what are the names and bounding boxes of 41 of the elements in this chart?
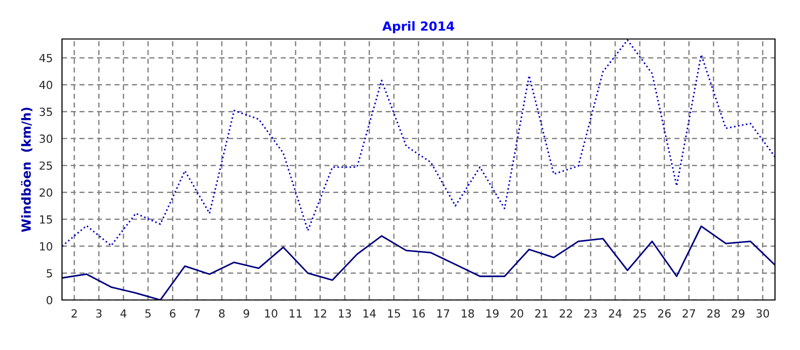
x-tick-label: 18 [462, 309, 474, 318]
x-tick-label: 15 [388, 309, 400, 318]
y-tick-label: 35 [40, 108, 52, 116]
x-tick-label: 3 [96, 309, 102, 318]
x-tick-label: 19 [486, 309, 499, 318]
y-tick-label: 10 [40, 242, 52, 251]
x-tick-label: 7 [194, 309, 200, 318]
x-tick-label: 12 [314, 309, 326, 318]
y-tick-label: 20 [40, 188, 52, 197]
x-tick-label: 24 [608, 309, 622, 318]
x-tick-label: 30 [756, 309, 770, 318]
x-tick-label: 8 [219, 309, 225, 318]
y-tick-label: 0 [46, 296, 52, 304]
y-tick-label: 5 [46, 269, 52, 278]
x-tick-label: 25 [634, 309, 646, 318]
x-tick-label: 14 [363, 309, 376, 318]
y-tick-label: 25 [40, 161, 52, 170]
x-tick-label: 9 [244, 309, 250, 318]
x-tick-label: 27 [682, 309, 696, 318]
x-tick-label: 2 [72, 309, 77, 318]
chart-title: April 2014 [382, 21, 454, 34]
x-tick-label: 6 [170, 309, 176, 318]
x-tick-label: 20 [510, 309, 524, 318]
x-tick-label: 13 [338, 309, 351, 318]
y-tick-label: 40 [39, 80, 52, 90]
x-tick-label: 5 [145, 309, 151, 318]
x-tick-label: 16 [412, 309, 425, 318]
y-tick-label: 30 [40, 134, 52, 143]
x-tick-label: 17 [437, 309, 450, 318]
x-tick-label: 10 [265, 309, 278, 318]
x-tick-label: 26 [658, 309, 671, 318]
x-tick-label: 23 [584, 309, 597, 318]
y-tick-label: 45 [39, 54, 52, 62]
x-tick-label: 4 [120, 309, 126, 318]
x-tick-label: 11 [290, 309, 302, 318]
y-tick-label: 15 [40, 215, 52, 224]
x-tick-label: 29 [732, 309, 744, 318]
x-tick-label: 28 [707, 309, 720, 318]
x-tick-label: 21 [535, 309, 548, 318]
y-axis-title: Windböen (km/h) [21, 108, 32, 232]
x-tick-label: 22 [560, 309, 572, 318]
